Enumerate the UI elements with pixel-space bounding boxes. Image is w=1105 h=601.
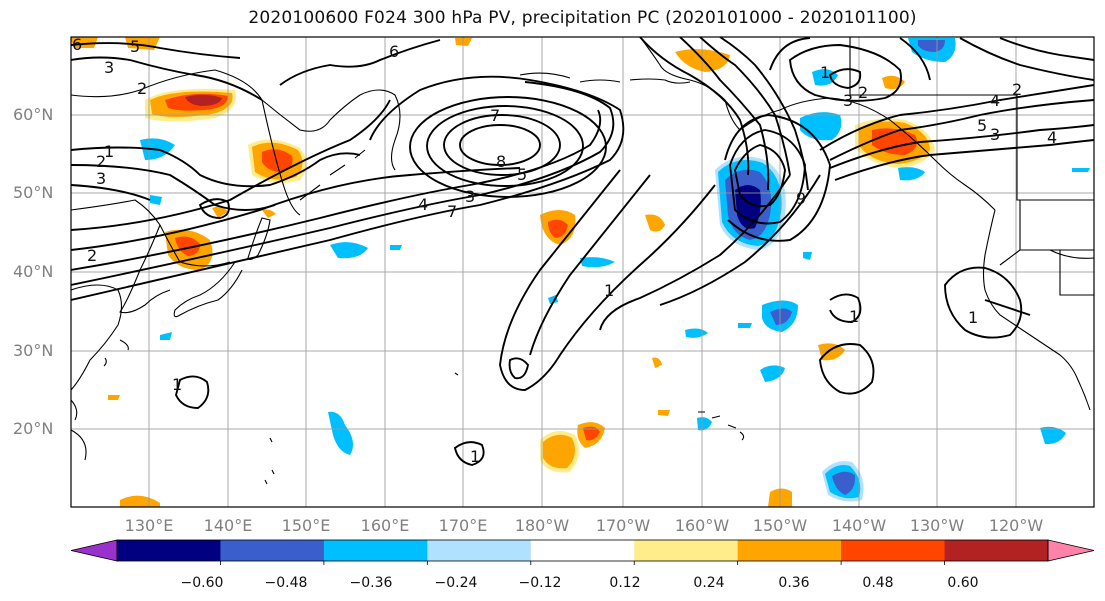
coastlines <box>71 37 1094 485</box>
lat-label: 50°N <box>13 183 53 202</box>
positive-anomaly <box>71 37 935 507</box>
contour-label: 2 <box>96 152 106 171</box>
longitude-labels: 130°E 140°E 150°E 160°E 170°E 180°W 170°… <box>125 516 1044 535</box>
colorbar-segment <box>841 540 946 561</box>
colorbar-segment <box>737 540 842 561</box>
colorbar-tick-label: 0.24 <box>693 575 724 591</box>
contour-label: 5 <box>977 116 987 135</box>
lon-label: 140°W <box>832 516 887 535</box>
contour-label: 8 <box>496 152 506 171</box>
colorbar-segment <box>944 540 1049 561</box>
lon-label: 150°W <box>753 516 808 535</box>
colorbar-segment <box>634 540 739 561</box>
colorbar-tick-label: −0.24 <box>435 575 478 591</box>
map-title: 2020100600 F024 300 hPa PV, precipitatio… <box>248 8 917 28</box>
contour-label: 4 <box>990 91 1000 110</box>
colorbar-segment <box>220 540 325 561</box>
colorbar-tick-label: 0.48 <box>862 575 893 591</box>
lon-label: 170°E <box>439 516 488 535</box>
contour-label: 1 <box>604 281 614 300</box>
latitude-labels: 60°N 50°N 40°N 30°N 20°N <box>13 105 53 438</box>
lat-label: 20°N <box>13 419 53 438</box>
lon-label: 160°W <box>675 516 730 535</box>
contour-label: 6 <box>72 35 82 54</box>
contour-label: 7 <box>490 106 500 125</box>
lon-label: 170°W <box>596 516 651 535</box>
contour-label: 4 <box>418 195 428 214</box>
colorbar-ticks: −0.60 −0.48 −0.36 −0.24 −0.12 0.12 0.24 … <box>181 575 979 591</box>
contour-label: 1 <box>849 307 859 326</box>
contour-label: 5 <box>130 37 140 56</box>
contour-label: 4 <box>1047 128 1057 147</box>
colorbar-tick-label: 0.12 <box>609 575 640 591</box>
contour-label: 3 <box>104 58 114 77</box>
contour-labels: 6 5 3 2 1 2 3 6 7 8 5 4 7 3 2 1 1 3 2 4 … <box>72 35 1057 466</box>
colorbar-extend-min <box>70 539 118 562</box>
colorbar-segment <box>530 540 635 561</box>
contour-label: 9 <box>796 189 806 208</box>
colorbar-extend-max <box>1047 539 1095 562</box>
colorbar-tick-label: 0.36 <box>778 575 809 591</box>
contour-label: 2 <box>137 79 147 98</box>
pv-contours <box>71 37 1094 466</box>
colorbar-tick-label: −0.12 <box>519 575 562 591</box>
lat-label: 60°N <box>13 105 53 124</box>
map-frame <box>70 36 1095 508</box>
contour-label: 1 <box>820 63 830 82</box>
contour-label: 1 <box>172 375 182 394</box>
lat-label: 30°N <box>13 341 53 360</box>
lon-label: 160°E <box>361 516 410 535</box>
contour-label: 2 <box>87 246 97 265</box>
contour-label: 3 <box>465 187 475 206</box>
contour-label: 7 <box>447 202 457 221</box>
lon-label: 120°W <box>989 516 1044 535</box>
contour-label: 3 <box>990 125 1000 144</box>
lon-label: 130°W <box>910 516 965 535</box>
colorbar <box>70 539 1095 565</box>
colorbar-tick-label: −0.36 <box>350 575 393 591</box>
contour-label: 1 <box>470 447 480 466</box>
contour-label: 3 <box>843 91 853 110</box>
colorbar-segment <box>323 540 428 561</box>
contour-label: 2 <box>858 83 868 102</box>
lon-label: 130°E <box>125 516 174 535</box>
colorbar-tick-label: 0.60 <box>947 575 978 591</box>
contour-label: 1 <box>104 142 114 161</box>
colorbar-segment <box>427 540 532 561</box>
colorbar-tick-label: −0.60 <box>181 575 224 591</box>
lon-label: 150°E <box>282 516 331 535</box>
lon-label: 140°E <box>204 516 253 535</box>
contour-label: 2 <box>1012 80 1022 99</box>
colorbar-tick-label: −0.48 <box>265 575 308 591</box>
contour-label: 5 <box>517 165 527 184</box>
lon-label: 180°W <box>515 516 570 535</box>
precipitation-shading <box>71 37 1090 507</box>
contour-label: 1 <box>968 308 978 327</box>
colorbar-segment <box>117 540 221 561</box>
lat-label: 40°N <box>13 262 53 281</box>
contour-label: 3 <box>96 169 106 188</box>
colorbar-frame <box>116 539 1049 562</box>
contour-label: 6 <box>389 42 399 61</box>
